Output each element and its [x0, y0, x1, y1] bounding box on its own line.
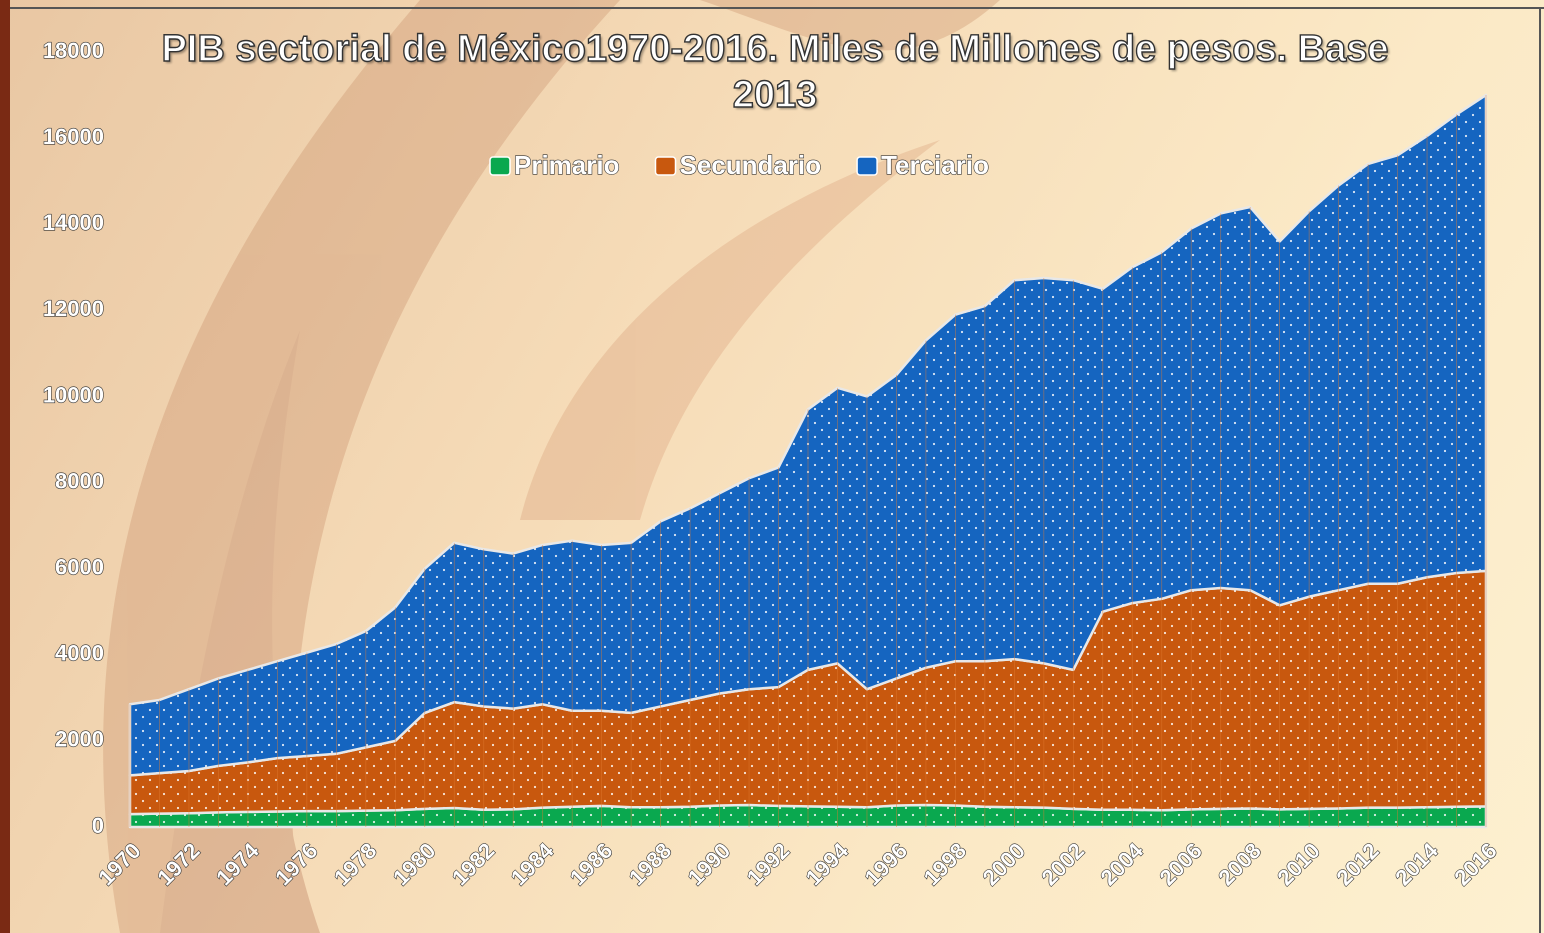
- x-tick-label: 2010: [1272, 838, 1324, 890]
- x-tick-label: 1980: [388, 838, 440, 890]
- x-tick-label: 2006: [1155, 838, 1207, 890]
- y-tick-label: 6000: [55, 554, 104, 579]
- y-tick-label: 18000: [43, 38, 104, 63]
- x-tick-label: 1984: [506, 837, 559, 890]
- x-tick-label: 2016: [1449, 838, 1501, 890]
- y-tick-label: 16000: [43, 124, 104, 149]
- legend-swatch: [856, 156, 878, 176]
- legend-label: Primario: [514, 150, 620, 180]
- x-tick-label: 2012: [1331, 838, 1383, 890]
- x-tick-label: 2002: [1037, 838, 1089, 890]
- left-edge: [0, 0, 10, 933]
- y-tick-label: 2000: [55, 727, 104, 752]
- x-tick-label: 1990: [683, 838, 735, 890]
- y-tick-label: 14000: [43, 210, 104, 235]
- x-tick-label: 1996: [860, 838, 912, 890]
- legend-swatch: [489, 156, 511, 176]
- x-tick-label: 2000: [978, 838, 1030, 890]
- y-tick-label: 4000: [55, 641, 104, 666]
- legend-label: Secundario: [680, 150, 822, 180]
- y-tick-label: 10000: [43, 382, 104, 407]
- x-tick-label: 1978: [329, 838, 381, 890]
- y-tick-label: 8000: [55, 468, 104, 493]
- x-tick-label: 1982: [447, 838, 499, 890]
- x-tick-label: 1992: [742, 838, 794, 890]
- chart-title: PIB sectorial de México1970-2016. Miles …: [161, 27, 1390, 116]
- x-tick-label: 1994: [801, 837, 854, 890]
- x-tick-label: 1986: [565, 838, 617, 890]
- legend-label: Terciario: [881, 150, 989, 180]
- y-tick-label: 12000: [43, 296, 104, 321]
- x-tick-label: 2014: [1390, 837, 1443, 890]
- x-tick-label: 2004: [1096, 837, 1149, 890]
- legend-swatch: [654, 156, 677, 176]
- x-tick-label: 1998: [919, 838, 971, 890]
- y-tick-label: 0: [92, 813, 104, 838]
- x-tick-label: 2008: [1214, 838, 1266, 890]
- x-tick-label: 1988: [624, 838, 676, 890]
